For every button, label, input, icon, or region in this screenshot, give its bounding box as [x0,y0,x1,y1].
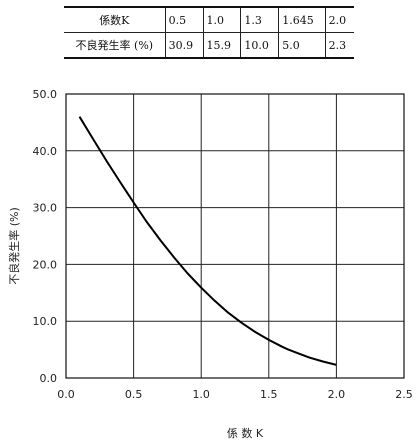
x-tick-label: 1.0 [192,388,210,401]
x-tick-label: 1.5 [260,388,278,401]
y-axis-label: 不良発生率 (%) [7,207,21,285]
plot-frame [65,93,405,379]
series-line [78,116,337,366]
y-tick-label: 50.0 [33,88,58,101]
x-tick-label: 0.5 [125,388,143,401]
chart-series [78,116,337,366]
chart-ticks: 0.0 0.5 1.0 1.5 2.0 2.5 0.0 10.0 20.0 30.0 40.0 50.… [33,88,413,401]
table-row: 不良発生率 (%) 30.9 15.9 10.0 5.0 2.3 [64,32,354,59]
y-tick-label: 30.0 [33,202,58,215]
table-cell: 5.0 [278,32,326,59]
chart-grid [65,93,405,379]
table-row-label: 不良発生率 (%) [64,32,166,59]
table-cell: 15.9 [202,32,242,59]
chart-axes [65,93,405,379]
table-header-label: 係数K [64,6,166,33]
x-tick-label: 0.0 [57,388,75,401]
y-tick-label: 0.0 [40,372,58,385]
y-tick-label: 20.0 [33,258,58,271]
table-cell: 0.5 [164,6,204,33]
x-tick-label: 2.5 [395,388,413,401]
table-cell: 10.0 [240,32,280,59]
table-cell: 2.3 [324,32,354,59]
x-tick-label: 2.0 [328,388,346,401]
coefficient-table: 係数K 0.5 1.0 1.3 1.645 2.0 不良発生率 (%) 30.9… [64,6,354,59]
table-cell: 30.9 [164,32,204,59]
x-axis-label: 係 数 K [227,427,264,440]
y-tick-label: 40.0 [33,145,58,158]
y-tick-label: 10.0 [33,315,58,328]
